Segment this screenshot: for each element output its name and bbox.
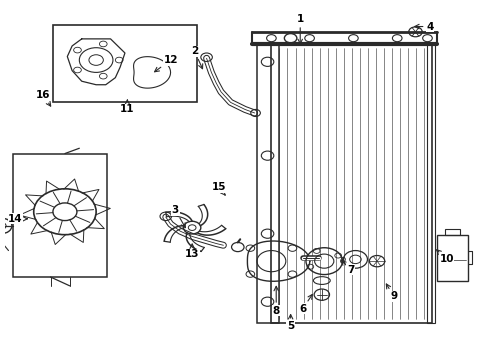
Bar — [53, 25, 197, 102]
Text: 13: 13 — [185, 244, 199, 259]
Text: 2: 2 — [191, 46, 203, 69]
Text: 3: 3 — [172, 205, 185, 228]
Bar — [257, 44, 279, 323]
Text: 6: 6 — [299, 294, 312, 314]
Circle shape — [305, 35, 315, 42]
Bar — [271, 44, 432, 323]
Text: 4: 4 — [415, 22, 434, 32]
Bar — [445, 229, 461, 235]
Text: 15: 15 — [211, 182, 226, 195]
Text: 7: 7 — [342, 261, 354, 275]
Text: 8: 8 — [272, 286, 280, 315]
Text: 9: 9 — [386, 284, 397, 301]
Circle shape — [423, 35, 432, 42]
Text: 16: 16 — [36, 90, 50, 106]
Text: 10: 10 — [437, 250, 454, 264]
Text: 14: 14 — [8, 214, 27, 224]
Bar — [427, 44, 435, 323]
Bar — [437, 235, 468, 280]
Circle shape — [392, 35, 402, 42]
Circle shape — [348, 35, 358, 42]
Circle shape — [267, 35, 276, 42]
Text: 5: 5 — [287, 315, 294, 332]
Text: 12: 12 — [155, 55, 178, 72]
Bar — [13, 153, 107, 277]
Text: 1: 1 — [296, 14, 304, 44]
Text: 11: 11 — [120, 100, 135, 114]
